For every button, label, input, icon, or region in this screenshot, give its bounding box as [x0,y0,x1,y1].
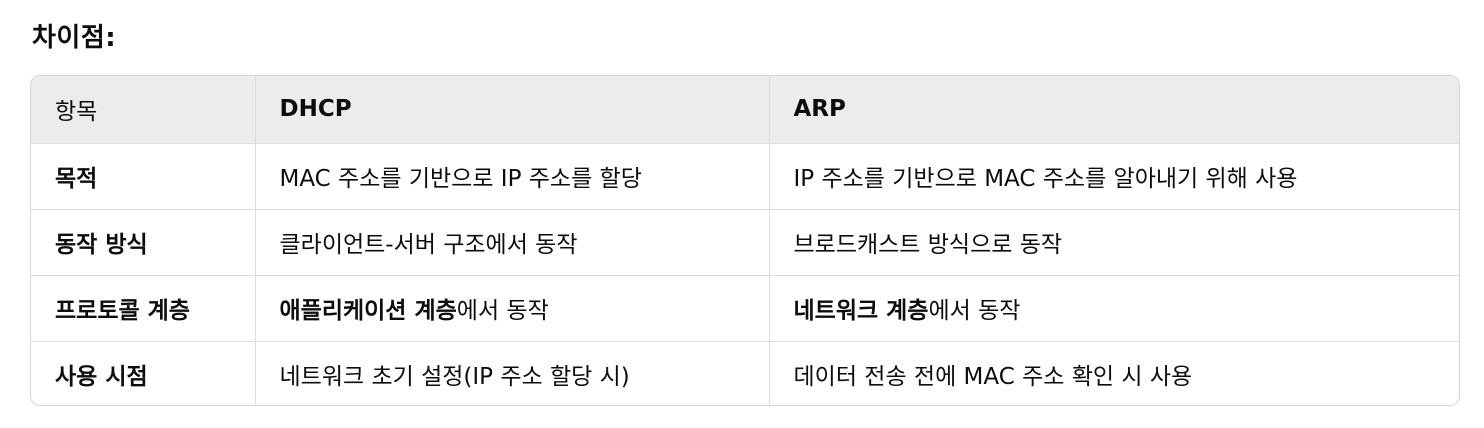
cell-arp-layer: 네트워크 계층에서 동작 [769,275,1459,342]
cell-dhcp-usage-time: 네트워크 초기 설정(IP 주소 할당 시) [255,341,770,405]
header-dhcp: DHCP [255,76,770,144]
cell-arp-operation: 브로드캐스트 방식으로 동작 [769,209,1459,276]
cell-arp-purpose: IP 주소를 기반으로 MAC 주소를 알아내기 위해 사용 [769,143,1459,210]
row-label-purpose: 목적 [31,143,256,210]
cell-arp-layer-text: 에서 동작 [928,298,1021,324]
cell-arp-layer-emphasis: 네트워크 계층 [793,298,929,324]
header-item: 항목 [31,76,256,144]
table-row: 사용 시점 네트워크 초기 설정(IP 주소 할당 시) 데이터 전송 전에 M… [31,341,1459,405]
table-row: 목적 MAC 주소를 기반으로 IP 주소를 할당 IP 주소를 기반으로 MA… [31,143,1459,210]
section-heading: 차이점: [32,23,117,53]
table-header-row: 항목 DHCP ARP [31,76,1459,144]
row-label-usage-time: 사용 시점 [31,341,256,405]
cell-dhcp-operation: 클라이언트-서버 구조에서 동작 [255,209,770,276]
cell-dhcp-layer-emphasis: 애플리케이션 계층 [279,298,457,324]
comparison-table: 항목 DHCP ARP 목적 MAC 주소를 기반으로 IP 주소를 할당 IP… [30,75,1460,406]
cell-dhcp-layer: 애플리케이션 계층에서 동작 [255,275,770,342]
row-label-operation: 동작 방식 [31,209,256,276]
row-label-layer: 프로토콜 계층 [31,275,256,342]
cell-dhcp-layer-text: 에서 동작 [456,298,549,324]
cell-arp-usage-time: 데이터 전송 전에 MAC 주소 확인 시 사용 [793,364,1193,391]
header-arp: ARP [769,76,1459,144]
cell-dhcp-purpose: MAC 주소를 기반으로 IP 주소를 할당 [255,143,770,210]
table-row: 프로토콜 계층 애플리케이션 계층에서 동작 네트워크 계층에서 동작 [31,275,1459,342]
table-row: 동작 방식 클라이언트-서버 구조에서 동작 브로드캐스트 방식으로 동작 [31,209,1459,276]
